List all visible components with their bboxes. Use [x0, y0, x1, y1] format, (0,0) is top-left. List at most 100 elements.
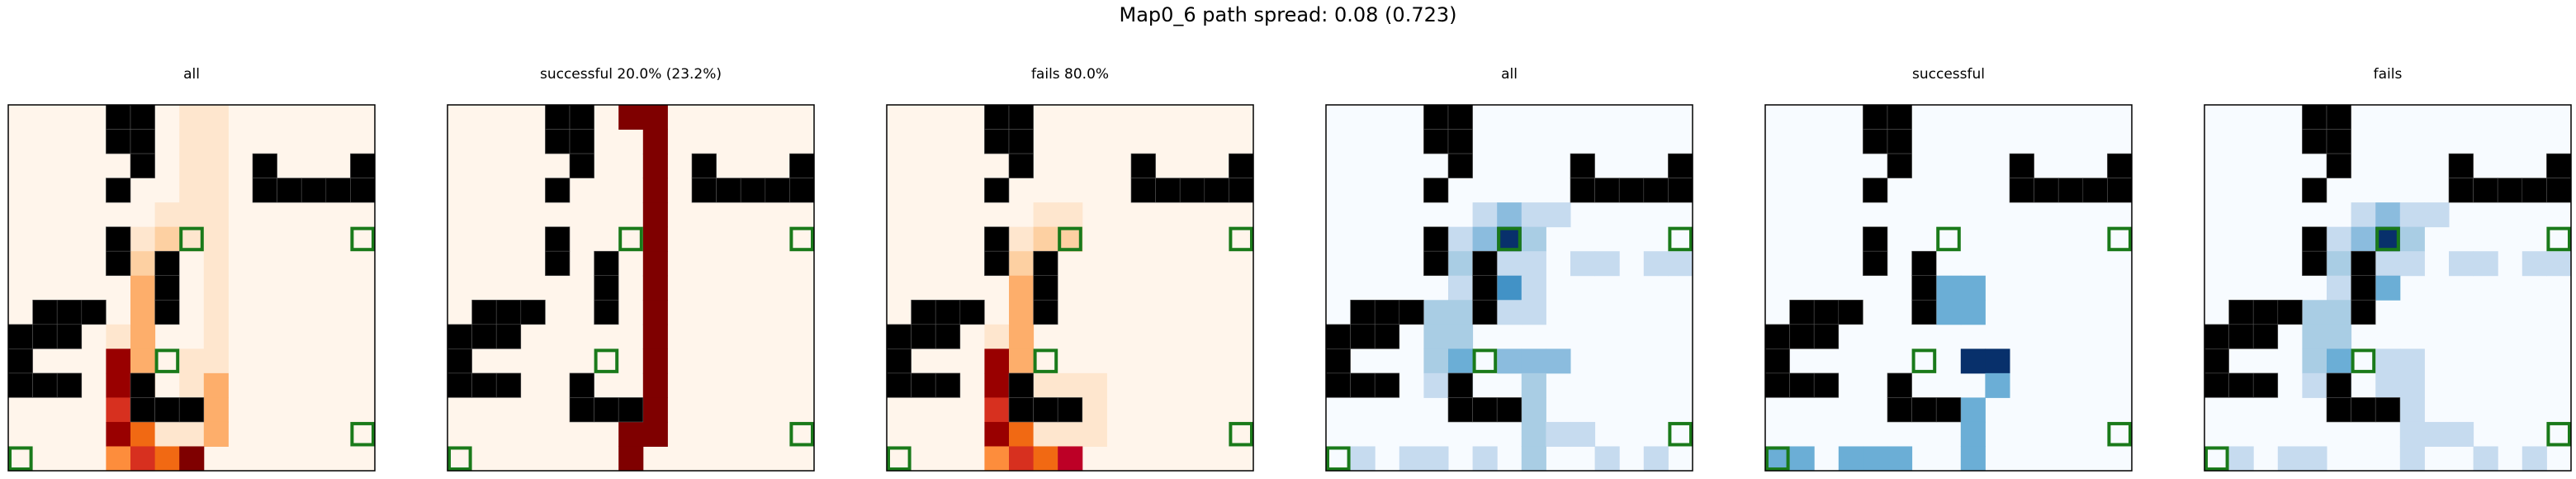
wall-cell: [765, 178, 790, 203]
target-marker: [154, 349, 180, 373]
heatmap-cell: [642, 372, 668, 398]
axes-frame: [7, 104, 376, 472]
heatmap-cell: [203, 154, 229, 179]
wall-cell: [1155, 178, 1181, 203]
wall-cell: [2546, 153, 2572, 178]
heatmap-cell: [1448, 275, 1474, 301]
wall-cell: [1423, 129, 1449, 154]
wall-cell: [32, 299, 58, 325]
target-marker: [2107, 421, 2132, 447]
wall-cell: [154, 397, 180, 423]
wall-cell: [2448, 178, 2474, 203]
heatmap-cell: [1936, 300, 1962, 325]
wall-cell: [545, 104, 571, 130]
heatmap-cell: [2399, 251, 2425, 277]
target-marker: [1668, 421, 1693, 447]
heatmap-panel: [886, 104, 1254, 472]
wall-cell: [277, 178, 302, 203]
heatmap-cell: [1448, 349, 1474, 374]
wall-cell: [1033, 397, 1058, 423]
heatmap-cell: [130, 300, 156, 325]
axes-frame: [1764, 104, 2133, 472]
wall-cell: [886, 349, 912, 374]
heatmap-cell: [642, 421, 668, 447]
heatmap-cell: [1960, 349, 1986, 374]
wall-cell: [618, 397, 644, 423]
heatmap-cell: [130, 446, 156, 472]
heatmap-cell: [2424, 421, 2450, 447]
heatmap-cell: [1838, 446, 1863, 472]
target-marker: [2204, 446, 2229, 472]
heatmap-panel: [1764, 104, 2133, 472]
wall-cell: [2009, 178, 2034, 203]
wall-cell: [2522, 178, 2547, 203]
wall-cell: [81, 299, 107, 325]
wall-cell: [495, 372, 522, 398]
wall-cell: [1130, 178, 1156, 203]
wall-cell: [2302, 178, 2327, 203]
heatmap-cell: [1594, 446, 1620, 472]
wall-cell: [2107, 153, 2133, 178]
wall-cell: [1350, 324, 1376, 349]
heatmap-cell: [1423, 372, 1449, 398]
target-marker: [1472, 349, 1498, 373]
heatmap-cell: [984, 446, 1010, 472]
heatmap-cell: [203, 372, 229, 398]
heatmap-cell: [1497, 251, 1522, 277]
heatmap-cell: [1765, 446, 1791, 472]
wall-cell: [545, 178, 571, 203]
heatmap-cell: [1399, 446, 1424, 472]
heatmap-cell: [1546, 202, 1571, 228]
wall-cell: [2351, 250, 2376, 277]
wall-cell: [2326, 397, 2351, 423]
wall-cell: [569, 129, 594, 154]
wall-cell: [1008, 129, 1034, 154]
wall-cell: [1057, 397, 1083, 423]
wall-cell: [789, 153, 815, 178]
wall-cell: [1887, 372, 1912, 398]
heatmap-cell: [984, 349, 1010, 374]
wall-cell: [1472, 299, 1498, 325]
heatmap-cell: [1521, 421, 1546, 447]
heatmap-cell: [1497, 300, 1522, 325]
wall-cell: [178, 397, 205, 423]
wall-cell: [471, 299, 497, 325]
wall-cell: [984, 129, 1010, 154]
heatmap-cell: [1472, 202, 1498, 228]
heatmap-cell: [179, 421, 205, 447]
wall-cell: [1789, 324, 1815, 349]
heatmap-cell: [154, 446, 180, 472]
wall-cell: [1374, 299, 1400, 325]
wall-cell: [1472, 397, 1498, 423]
wall-cell: [1813, 324, 1840, 349]
heatmap-cell: [203, 202, 229, 228]
heatmap-cell: [642, 178, 668, 203]
heatmap-cell: [154, 202, 180, 228]
heatmap-cell: [2302, 372, 2327, 398]
heatmap-cell: [1009, 421, 1035, 447]
wall-cell: [350, 178, 376, 203]
wall-cell: [1472, 275, 1498, 301]
heatmap-cell: [1082, 372, 1107, 398]
wall-cell: [984, 226, 1010, 252]
heatmap-cell: [2546, 251, 2572, 277]
wall-cell: [1447, 372, 1473, 398]
wall-cell: [1887, 397, 1912, 423]
wall-cell: [911, 372, 936, 398]
wall-cell: [2009, 153, 2034, 178]
wall-cell: [1350, 299, 1376, 325]
wall-cell: [594, 299, 619, 325]
heatmap-cell: [1448, 251, 1474, 277]
wall-cell: [1887, 104, 1912, 130]
heatmap-cell: [106, 372, 131, 398]
wall-cell: [2034, 178, 2059, 203]
wall-cell: [2204, 324, 2229, 349]
wall-cell: [1423, 104, 1449, 130]
heatmap-cell: [1497, 202, 1522, 228]
wall-cell: [1447, 153, 1473, 178]
wall-cell: [2497, 178, 2523, 203]
heatmap-cell: [1448, 300, 1474, 325]
heatmap-cell: [1643, 251, 1669, 277]
heatmap-cell: [1887, 446, 1913, 472]
